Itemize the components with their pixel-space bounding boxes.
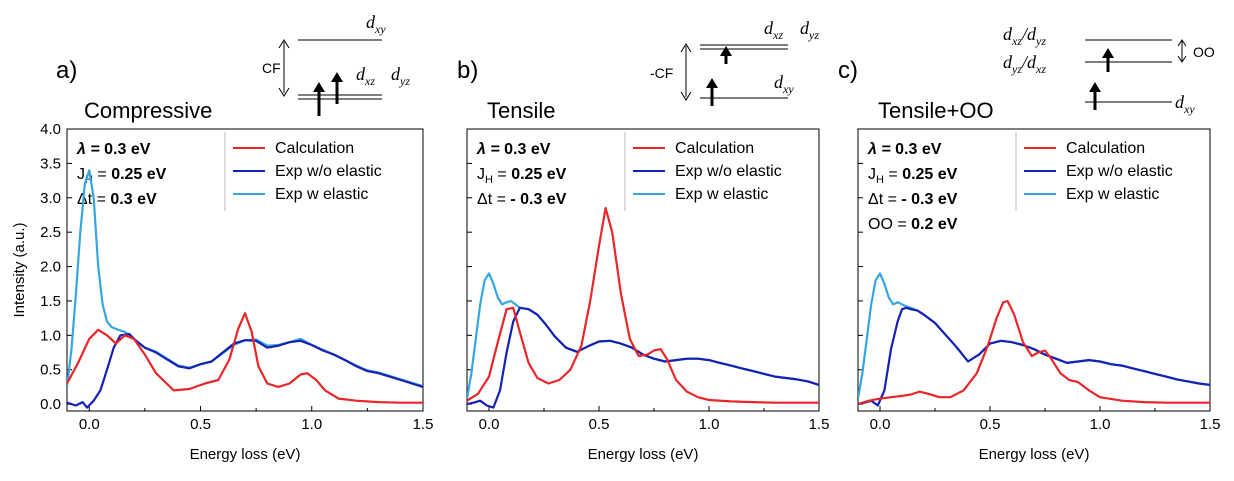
level-dyz-dxz: dyz/dxz (1003, 52, 1046, 76)
legend-entry: Exp w/o elastic (275, 163, 382, 180)
y-tick-label: 3.0 (40, 190, 61, 207)
x-tick-label: 1.5 (809, 416, 830, 433)
cf-label: CF (262, 60, 281, 76)
param-text: Δt = - 0.3 eV (477, 191, 567, 208)
param-text: Δt = 0.3 eV (77, 191, 157, 208)
x-tick-label: 0.0 (479, 416, 500, 433)
param-text: Δt = - 0.3 eV (868, 191, 958, 208)
series-line-calculation (858, 299, 1210, 406)
series-line-calculation (467, 207, 819, 404)
cf-label: -CF (650, 65, 673, 81)
x-axis-label: Energy loss (eV) (588, 446, 699, 463)
level-dxz: dxz (764, 18, 783, 42)
y-tick-label: 4.0 (40, 121, 61, 138)
panel-title: Tensile (487, 98, 555, 123)
series-line-exp-w-o-elastic (858, 306, 1210, 407)
level-dyz: dyz (391, 64, 410, 88)
level-dxz: dxz (356, 64, 375, 88)
series-line-calculation (67, 312, 423, 404)
y-tick-label: 2.5 (40, 224, 61, 241)
panel-c: c) Tensile+OO 0.0 0.5 1.0 1.5 Energy loss (eV)… (838, 57, 1220, 463)
plot-frame (66, 128, 424, 412)
panel-b: b) Tensile 0.0 0.5 1.0 1.5 Energy loss (eV) λ =… (457, 57, 829, 463)
param-text: λ = 0.3 eV (867, 141, 942, 158)
x-tick-label: 1.0 (699, 416, 720, 433)
x-tick-label: 1.5 (1200, 416, 1221, 433)
legend-entry: Exp w elastic (275, 186, 368, 203)
x-tick-label: 0.5 (980, 416, 1001, 433)
x-tick-label: 1.0 (1090, 416, 1111, 433)
series-line-exp-w-elastic (467, 272, 819, 399)
param-text: λ = 0.3 eV (476, 141, 551, 158)
x-tick-label: 0.5 (190, 416, 211, 433)
level-dxy: dxy (1175, 92, 1195, 116)
x-tick-label: 1.5 (413, 416, 434, 433)
level-dxz-dyz: dxz/dyz (1003, 24, 1046, 48)
x-axis-label: Energy loss (eV) (190, 446, 301, 463)
level-dxy: dxy (774, 72, 794, 96)
param-text: λ = 0.3 eV (76, 141, 151, 158)
x-tick-label: 1.0 (301, 416, 322, 433)
panel-label: b) (457, 57, 478, 84)
series-line-exp-w-elastic (858, 272, 1210, 399)
legend-entry: Calculation (1066, 140, 1145, 157)
x-axis-label: Energy loss (eV) (979, 446, 1090, 463)
y-axis-label: Intensity (a.u.) (11, 222, 28, 317)
param-text: OO = 0.2 eV (868, 216, 958, 233)
oo-label: OO (1193, 44, 1215, 60)
legend-entry: Exp w/o elastic (675, 163, 782, 180)
x-tick-label: 0.0 (79, 416, 100, 433)
level-diagram-b: -CF dxz dyz dxy (650, 18, 819, 106)
y-tick-label: 3.5 (40, 155, 61, 172)
y-tick-label: 2.0 (40, 259, 61, 276)
param-text: JH = 0.25 eV (77, 166, 167, 186)
legend-entry: Exp w elastic (1066, 186, 1159, 203)
panel-label: a) (56, 57, 77, 84)
y-tick-label: 1.5 (40, 293, 61, 310)
panel-title: Tensile+OO (878, 98, 994, 123)
level-diagram-a: CF dxy dxz dyz (262, 12, 410, 116)
param-text: JH = 0.25 eV (868, 166, 958, 186)
level-dyz: dyz (800, 18, 819, 42)
panel-a: a) Compressive 0.0 0.5 1.0 1.5 0.0 0.5 1.0 1.5 2.0… (11, 57, 433, 463)
y-tick-label: 1.0 (40, 327, 61, 344)
panel-label: c) (838, 57, 858, 84)
level-dxy: dxy (366, 12, 386, 36)
x-tick-label: 0.5 (589, 416, 610, 433)
legend-entry: Calculation (275, 140, 354, 157)
param-text: JH = 0.25 eV (477, 166, 567, 186)
y-tick-label: 0.0 (40, 396, 61, 413)
x-tick-label: 0.0 (870, 416, 891, 433)
panel-title: Compressive (84, 98, 212, 123)
series-line-exp-w-o-elastic (67, 332, 423, 409)
level-diagram-c: OO dxz/dyz dyz/dxz dxy (1003, 24, 1215, 116)
y-tick-label: 0.5 (40, 362, 61, 379)
legend-entry: Exp w/o elastic (1066, 163, 1173, 180)
legend-entry: Calculation (675, 140, 754, 157)
legend-entry: Exp w elastic (675, 186, 768, 203)
series-line-exp-w-o-elastic (467, 306, 819, 409)
plot-frame (466, 128, 820, 412)
plot-frame (857, 128, 1211, 412)
